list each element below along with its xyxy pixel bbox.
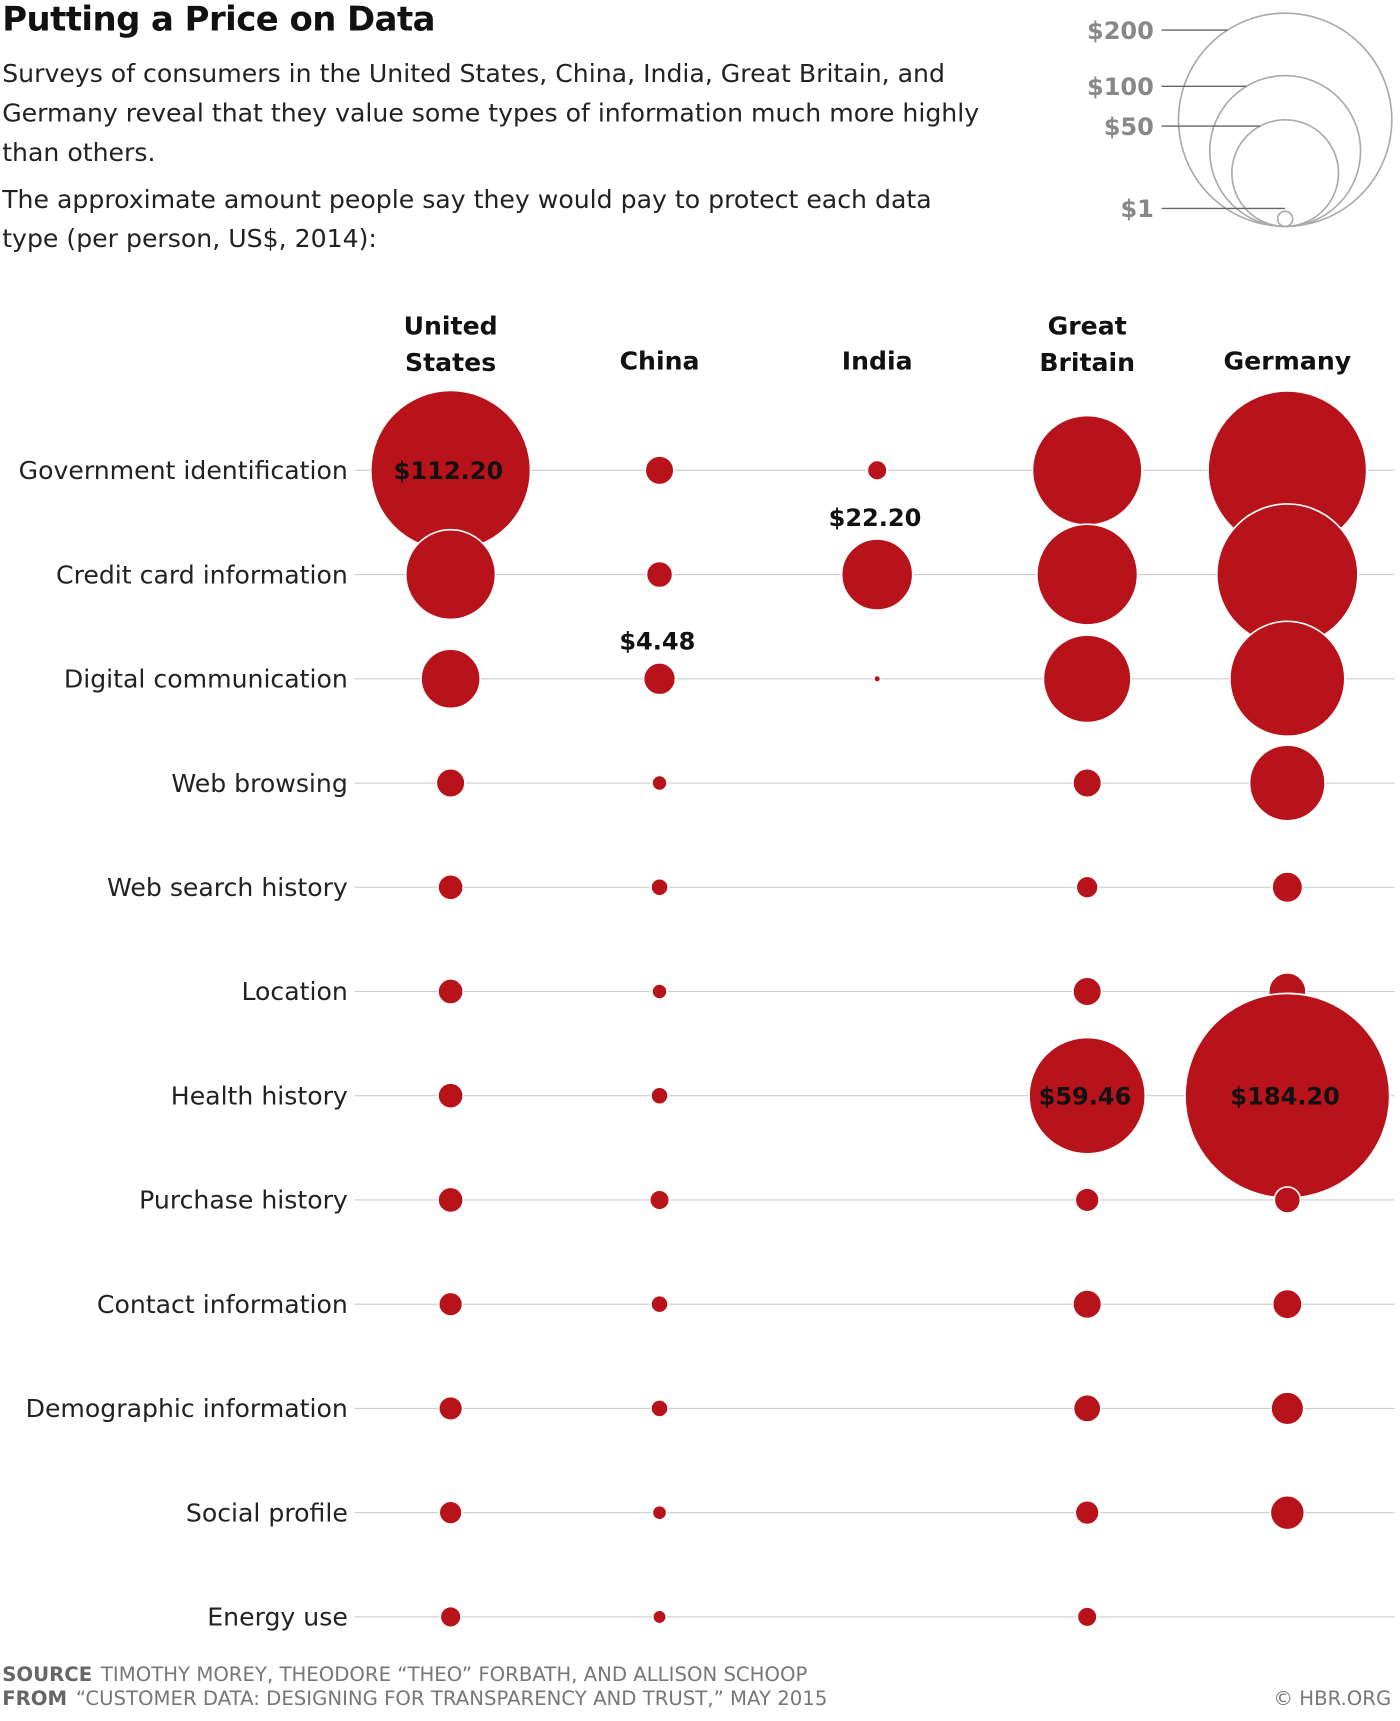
subtitle: The approximate amount people say they w… — [2, 185, 932, 254]
row-label: Government identification — [19, 456, 348, 485]
row-label: Purchase history — [139, 1186, 348, 1215]
bubble — [437, 1186, 465, 1214]
bubble — [644, 455, 675, 486]
bubble — [404, 528, 497, 621]
bubble — [1028, 1036, 1147, 1155]
bubble — [866, 459, 888, 481]
bubble — [437, 1395, 464, 1422]
bubble — [1075, 875, 1099, 899]
bubble — [1072, 1289, 1103, 1320]
bubble — [1269, 1494, 1306, 1531]
size-legend-circle — [1276, 210, 1294, 228]
from: “CUSTOMER DATA: DESIGNING FOR TRANSPAREN… — [75, 1687, 828, 1711]
row-label: Energy use — [207, 1603, 348, 1632]
from-label: FROM — [2, 1687, 68, 1711]
bubble — [437, 1082, 465, 1110]
bubble — [1042, 634, 1132, 724]
bubble — [437, 873, 465, 901]
bubble — [650, 1399, 669, 1418]
bubble — [1270, 1391, 1305, 1426]
bubble — [651, 1504, 668, 1521]
bubble — [1076, 1606, 1098, 1628]
bubble — [1072, 976, 1103, 1007]
bubble — [648, 1189, 671, 1211]
size-legend-circle — [1231, 118, 1340, 228]
column-header: India — [841, 347, 913, 377]
size-legend-label: $200 — [1087, 17, 1154, 45]
bubble — [650, 1086, 669, 1106]
column-header: Germany — [1223, 347, 1352, 377]
row-label: Health history — [171, 1081, 348, 1110]
bubble — [1072, 767, 1103, 799]
value-label: $112.20 — [394, 457, 504, 485]
column-header: Great Britain — [1039, 312, 1136, 378]
bubble — [651, 774, 668, 792]
footer: SOURCE TIMOTHY MOREY, THEODORE “THEO” FOR… — [2, 1664, 1398, 1712]
value-label: $59.46 — [1039, 1082, 1132, 1110]
chart-title: Putting a Price on Data — [2, 0, 435, 40]
bubble — [1229, 620, 1346, 738]
bubble — [1036, 523, 1139, 626]
row-label: Social profile — [186, 1498, 348, 1527]
bubble — [1074, 1187, 1100, 1213]
bubble — [1271, 871, 1304, 904]
bubble — [651, 1609, 668, 1625]
size-legend-label: $100 — [1087, 73, 1154, 101]
value-label: $22.20 — [829, 504, 922, 532]
row-label: Demographic information — [26, 1394, 348, 1423]
size-legend-circle — [1208, 74, 1362, 228]
bubble — [1271, 1288, 1303, 1320]
row-label: Digital communication — [64, 665, 348, 694]
row-label: Location — [241, 977, 347, 1006]
bubble — [645, 560, 674, 589]
bubble — [435, 767, 466, 799]
bubble — [650, 1294, 669, 1314]
value-label: $184.20 — [1230, 1082, 1340, 1110]
column-header: United States — [403, 312, 498, 378]
bubble — [437, 978, 465, 1005]
row-label: Contact information — [97, 1290, 348, 1319]
bubble — [642, 662, 677, 696]
subtitle: Surveys of consumers in the United State… — [2, 60, 980, 168]
bubble — [437, 1291, 464, 1317]
value-label: $4.48 — [619, 628, 695, 656]
source-label: SOURCE — [2, 1663, 93, 1687]
column-header: China — [619, 347, 700, 377]
row-label: Web browsing — [171, 769, 347, 798]
bubble — [1273, 1186, 1302, 1214]
bubble — [1074, 1499, 1100, 1526]
bubble — [420, 648, 482, 710]
bubble — [439, 1605, 462, 1629]
credit: © HBR.ORG — [1273, 1687, 1392, 1711]
bubble — [651, 983, 668, 1000]
row-label: Web search history — [107, 873, 348, 902]
source: TIMOTHY MOREY, THEODORE “THEO” FORBATH, … — [100, 1663, 808, 1687]
bubble — [1248, 744, 1326, 822]
bubble — [872, 674, 882, 683]
size-legend-label: $50 — [1104, 113, 1154, 141]
row-label: Credit card information — [56, 560, 348, 589]
bubble — [650, 877, 669, 897]
bubble — [1031, 414, 1143, 526]
size-legend-label: $1 — [1120, 195, 1153, 223]
bubble — [1072, 1393, 1102, 1423]
bubble — [438, 1500, 463, 1525]
bubble — [840, 538, 914, 611]
